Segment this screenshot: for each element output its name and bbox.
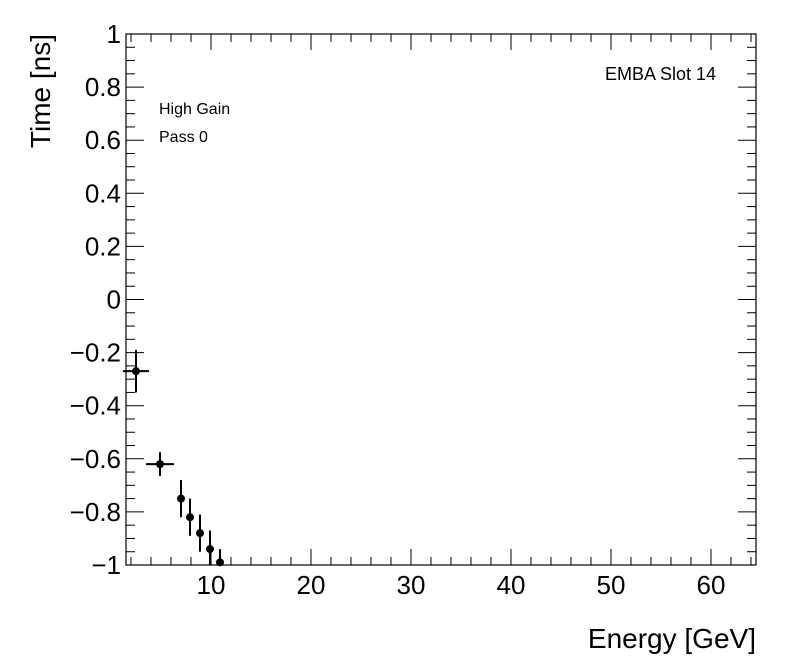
point-marker xyxy=(216,558,224,567)
point-marker xyxy=(177,494,185,503)
annotation-pass: Pass 0 xyxy=(159,129,208,146)
x-axis-title: Energy [GeV] xyxy=(588,623,756,654)
y-axis-title: Time [ns] xyxy=(25,34,56,148)
point-marker xyxy=(206,545,214,554)
plot-frame xyxy=(125,33,757,566)
y-tick-label: 1 xyxy=(107,19,121,49)
y-tick-label: 0.6 xyxy=(85,125,121,155)
point-marker xyxy=(196,529,204,538)
y-tick-label: 0 xyxy=(107,285,121,315)
y-tick-label: 0.2 xyxy=(85,231,121,261)
point-marker xyxy=(132,367,140,376)
data-point xyxy=(216,549,224,567)
y-tick-label: −0.6 xyxy=(70,444,121,474)
y-tick-label: −0.2 xyxy=(70,338,121,368)
axis-ticks xyxy=(126,33,756,566)
x-tick-label: 50 xyxy=(597,570,626,600)
point-marker xyxy=(156,460,164,469)
data-point xyxy=(186,498,194,536)
tick-labels: −1 −0.8 −0.6 −0.4 −0.2 0 0.2 0.4 0.6 0.8 1 10 20 30 40… xyxy=(70,19,726,600)
x-tick-label: 60 xyxy=(697,570,726,600)
data-point xyxy=(146,452,174,477)
data-point xyxy=(206,530,214,565)
x-tick-label: 20 xyxy=(297,570,326,600)
x-tick-label: 30 xyxy=(397,570,426,600)
point-marker xyxy=(186,513,194,522)
y-tick-label: 0.4 xyxy=(85,178,121,208)
annotation-high-gain: High Gain xyxy=(159,101,230,118)
data-point xyxy=(196,514,204,552)
y-tick-label: −0.8 xyxy=(70,497,121,527)
x-tick-label: 40 xyxy=(497,570,526,600)
x-tick-label: 10 xyxy=(197,570,226,600)
data-point xyxy=(123,349,149,393)
y-tick-label: 0.8 xyxy=(85,72,121,102)
data-points xyxy=(123,349,224,567)
data-point xyxy=(177,480,185,518)
y-tick-label: −0.4 xyxy=(70,391,121,421)
y-tick-label: −1 xyxy=(91,550,121,580)
annotation-module: EMBA Slot 14 xyxy=(605,64,716,84)
